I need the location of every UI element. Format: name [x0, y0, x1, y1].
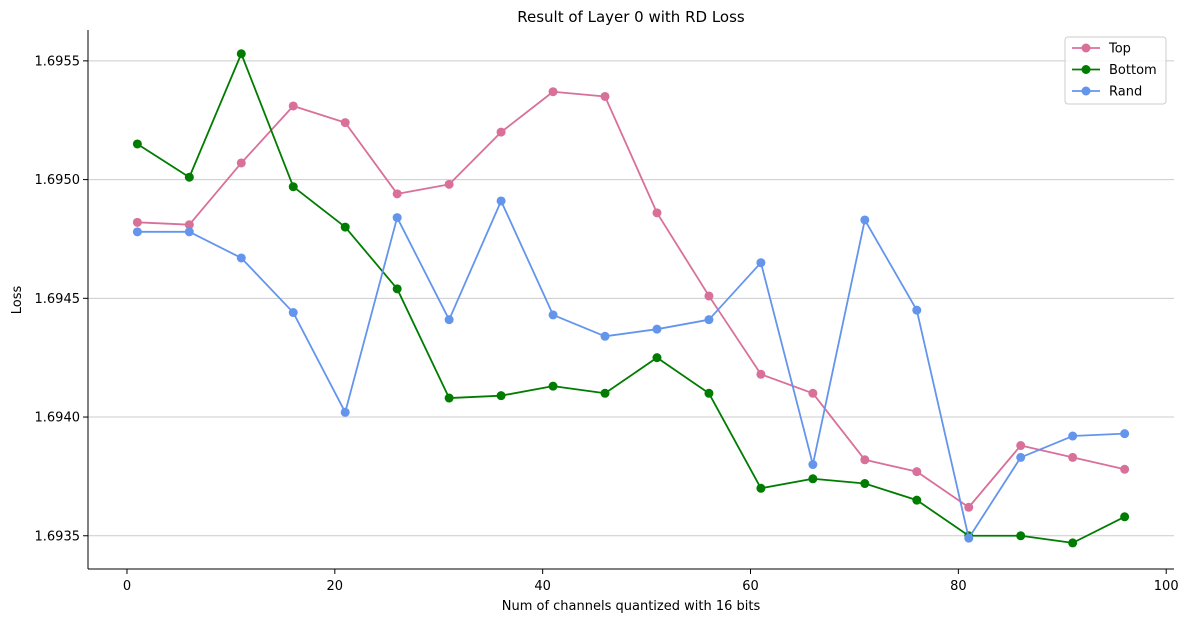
legend-item-top: Top [1072, 42, 1131, 57]
data-point-top [288, 101, 298, 111]
data-point-top [392, 189, 402, 199]
data-point-rand [132, 227, 142, 237]
x-tick-label: 60 [742, 579, 759, 594]
data-point-top [496, 127, 506, 137]
data-point-top [964, 502, 974, 512]
series-line-rand [137, 200, 1125, 540]
x-tick-label: 20 [327, 579, 344, 594]
x-axis-title: Num of channels quantized with 16 bits [502, 599, 761, 614]
legend: Top Bottom Rand [1064, 36, 1167, 105]
data-point-bottom [548, 381, 558, 391]
series-layer [132, 49, 1130, 548]
series-rand [132, 196, 1130, 543]
data-point-bottom [392, 284, 402, 294]
data-point-bottom [756, 483, 766, 493]
data-point-rand [288, 308, 298, 318]
y-tick-label: 1.6955 [35, 54, 81, 69]
data-point-rand [236, 253, 246, 263]
legend-label-bottom: Bottom [1109, 63, 1157, 78]
data-point-top [912, 467, 922, 477]
data-point-rand [1120, 429, 1130, 439]
legend-marker-bottom [1081, 65, 1091, 74]
data-point-top [444, 179, 454, 189]
data-point-rand [548, 310, 558, 320]
y-axis-ticks: 1.6935 1.6940 1.6945 1.6950 1.6955 [35, 54, 88, 544]
x-tick-label: 80 [950, 579, 967, 594]
data-point-bottom [704, 388, 714, 398]
data-point-top [1120, 464, 1130, 474]
data-point-rand [1068, 431, 1078, 441]
data-point-rand [704, 315, 714, 325]
data-point-top [340, 118, 350, 128]
legend-label-rand: Rand [1109, 85, 1142, 100]
data-point-rand [964, 533, 974, 543]
y-tick-label: 1.6940 [35, 411, 81, 426]
axes [87, 30, 1174, 570]
data-point-bottom [860, 479, 870, 489]
data-point-rand [912, 305, 922, 315]
legend-label-top: Top [1108, 42, 1131, 57]
x-tick-label: 100 [1154, 579, 1179, 594]
data-point-bottom [1016, 531, 1026, 541]
data-point-rand [340, 407, 350, 417]
data-point-rand [756, 258, 766, 268]
legend-item-rand: Rand [1072, 85, 1142, 100]
data-point-top [652, 208, 662, 218]
data-point-top [704, 291, 714, 301]
data-point-top [600, 91, 610, 101]
data-point-rand [392, 213, 402, 223]
chart-title: Result of Layer 0 with RD Loss [517, 8, 745, 26]
data-point-bottom [340, 222, 350, 232]
data-point-bottom [444, 393, 454, 403]
data-point-rand [808, 460, 818, 470]
data-point-bottom [1068, 538, 1078, 548]
data-point-bottom [912, 495, 922, 505]
data-point-bottom [808, 474, 818, 484]
data-point-top [1016, 441, 1026, 451]
data-point-rand [496, 196, 506, 206]
legend-marker-top [1081, 43, 1091, 53]
data-point-bottom [496, 391, 506, 401]
series-bottom [132, 49, 1130, 548]
data-point-rand [1016, 452, 1026, 462]
legend-marker-rand [1081, 86, 1091, 96]
legend-items: Top Bottom Rand [1072, 42, 1157, 100]
y-tick-label: 1.6935 [35, 529, 81, 544]
y-tick-label: 1.6945 [35, 292, 81, 307]
x-tick-label: 40 [534, 579, 551, 594]
data-point-bottom [652, 353, 662, 363]
x-axis-ticks: 0 20 40 60 80 100 [123, 569, 1179, 594]
y-tick-label: 1.6950 [35, 173, 81, 188]
data-point-rand [444, 315, 454, 325]
series-line-bottom [136, 52, 1126, 544]
y-axis-title: Loss [10, 286, 25, 315]
data-point-bottom [236, 49, 246, 59]
data-point-top [860, 455, 870, 465]
data-point-top [236, 158, 246, 168]
x-tick-label: 0 [123, 579, 131, 594]
data-point-top [808, 388, 818, 398]
data-point-top [184, 220, 194, 230]
data-point-top [548, 87, 558, 97]
legend-frame [1064, 36, 1167, 105]
data-point-top [132, 217, 142, 227]
data-point-top [1068, 452, 1078, 462]
data-point-rand [600, 331, 610, 341]
data-point-rand [860, 215, 870, 225]
grid-lines [88, 60, 1174, 537]
data-point-bottom [184, 172, 194, 182]
series-top [132, 87, 1130, 512]
data-point-rand [652, 324, 662, 334]
data-point-bottom [132, 139, 142, 149]
data-point-top [756, 369, 766, 379]
series-line-top [137, 90, 1125, 509]
legend-item-bottom: Bottom [1072, 63, 1157, 78]
data-point-bottom [288, 182, 298, 192]
data-point-rand [184, 227, 194, 237]
data-point-bottom [1120, 512, 1130, 522]
data-point-bottom [600, 388, 610, 398]
